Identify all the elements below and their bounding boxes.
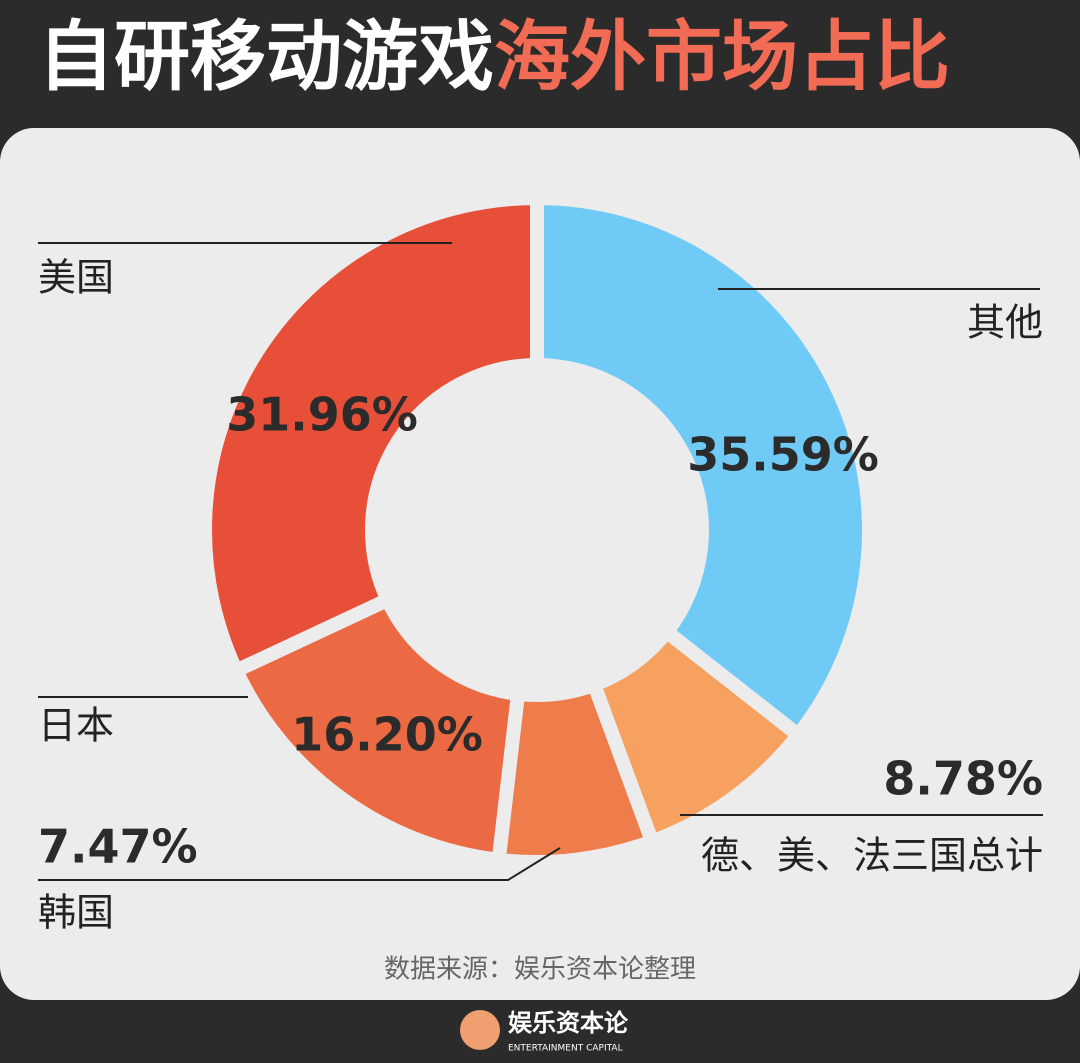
value-label: 7.47% (38, 820, 198, 874)
title-part: 自研移动游戏 (38, 12, 494, 101)
footer-brand: 娱乐资本论 (508, 1009, 629, 1037)
logo-icon (460, 1010, 500, 1050)
category-label: 韩国 (38, 891, 114, 935)
slice (198, 190, 544, 680)
footer-brand-en: ENTERTAINMENT CAPITAL (508, 1044, 623, 1054)
title-part: 海外市场占比 (494, 12, 950, 101)
value-label: 16.20% (291, 708, 483, 762)
category-label: 德、美、法三国总计 (701, 834, 1043, 878)
category-label: 美国 (38, 256, 114, 300)
leader-line (38, 847, 561, 881)
source-note: 数据来源：娱乐资本论整理 (384, 955, 696, 985)
category-label: 日本 (38, 704, 114, 748)
slice (226, 590, 526, 868)
value-label: 31.96% (226, 388, 418, 442)
donut-chart: 其他 35.59% 德、美、法三国总计 8.78% 韩国 7.47% 日本 16.20% 美国 3… (38, 190, 1043, 935)
value-label: 35.59% (687, 428, 879, 482)
value-label: 8.78% (883, 752, 1043, 806)
chart-title: 自研移动游戏海外市场占比 (38, 12, 950, 101)
slice (530, 190, 876, 745)
category-label: 其他 (967, 301, 1043, 345)
